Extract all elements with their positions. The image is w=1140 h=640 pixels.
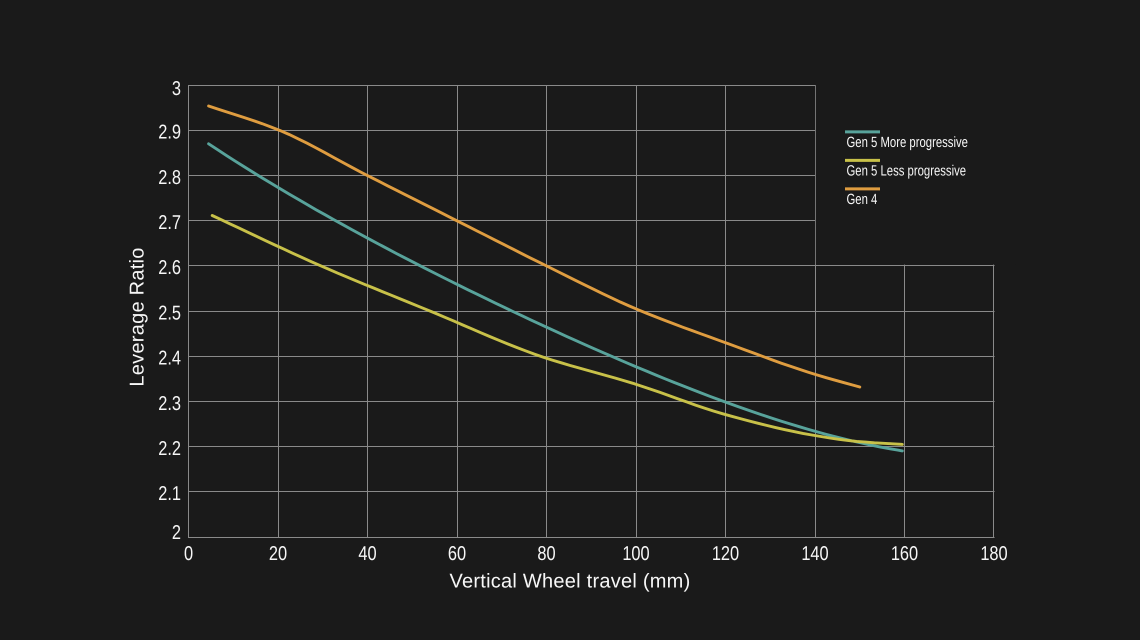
svg-text:2: 2 (172, 522, 181, 544)
svg-text:40: 40 (358, 543, 376, 565)
svg-text:Gen 5 More progressive: Gen 5 More progressive (847, 135, 968, 151)
svg-text:2.8: 2.8 (158, 167, 181, 189)
svg-text:60: 60 (448, 543, 466, 565)
svg-text:2.7: 2.7 (158, 212, 181, 234)
svg-text:2.6: 2.6 (158, 257, 181, 279)
svg-text:Leverage Ratio: Leverage Ratio (127, 247, 149, 386)
svg-text:120: 120 (712, 543, 739, 565)
svg-text:2.3: 2.3 (158, 393, 181, 415)
svg-text:Gen 5 Less progressive: Gen 5 Less progressive (847, 164, 967, 180)
svg-text:3: 3 (172, 78, 181, 100)
svg-text:2.1: 2.1 (158, 483, 181, 505)
svg-text:2.9: 2.9 (158, 122, 181, 144)
svg-text:Gen 4: Gen 4 (847, 192, 878, 208)
svg-text:2.2: 2.2 (158, 438, 181, 460)
svg-text:160: 160 (891, 543, 918, 565)
svg-text:0: 0 (184, 543, 193, 565)
svg-text:100: 100 (622, 543, 649, 565)
svg-text:Vertical Wheel travel (mm): Vertical Wheel travel (mm) (450, 570, 691, 592)
svg-text:2.4: 2.4 (158, 348, 181, 370)
svg-text:180: 180 (980, 543, 1007, 565)
svg-text:20: 20 (269, 543, 287, 565)
svg-text:80: 80 (537, 543, 555, 565)
svg-text:140: 140 (801, 543, 828, 565)
svg-text:2.5: 2.5 (158, 302, 181, 324)
